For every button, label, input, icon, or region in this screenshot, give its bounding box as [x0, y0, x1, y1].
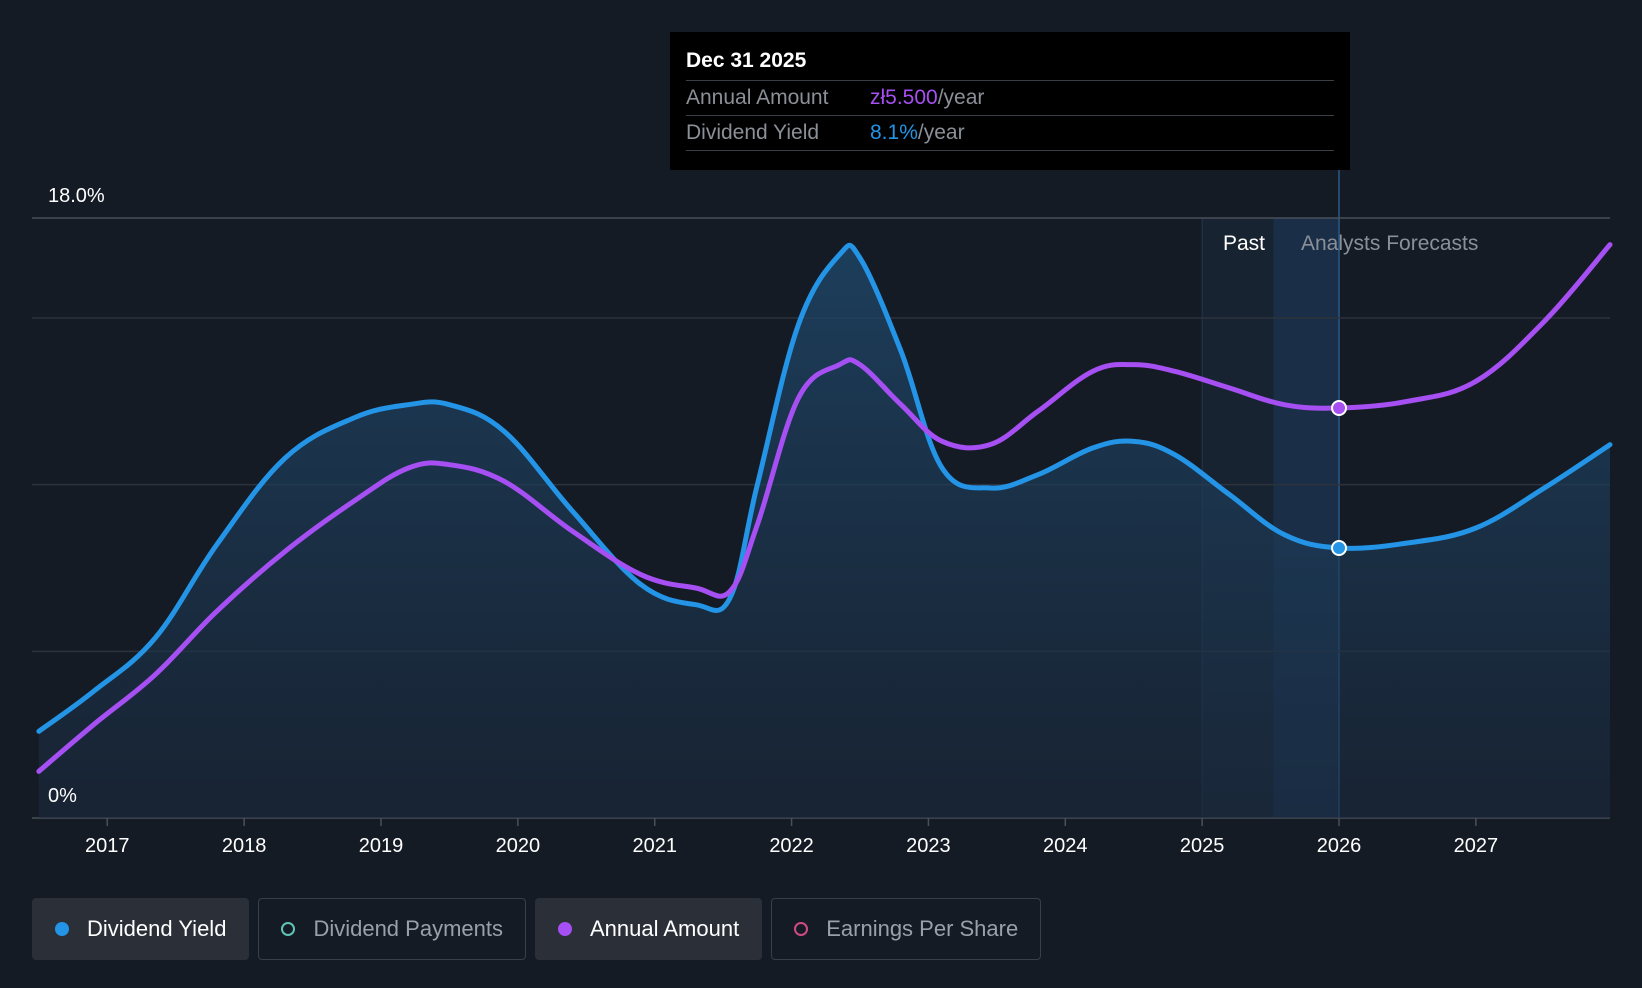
- annual-amount-dot-icon: [557, 922, 572, 936]
- y-axis-max-label: 18.0%: [48, 185, 105, 207]
- tooltip-annual-amount-value: zł5.500: [870, 86, 938, 109]
- dividend-yield-dot-icon: [55, 922, 69, 936]
- x-tick-label: 2022: [769, 835, 814, 857]
- legend-dividend-yield-button[interactable]: Dividend Yield: [32, 898, 250, 960]
- x-tick-label: 2025: [1180, 835, 1225, 857]
- x-tick-label: 2018: [222, 835, 267, 857]
- x-tick-label: 2019: [359, 835, 404, 857]
- tooltip-annual-amount-label: Annual Amount: [686, 86, 829, 109]
- legend-annual-amount-label: Annual Amount: [589, 916, 740, 941]
- tooltip-dividend-yield-label: Dividend Yield: [686, 121, 820, 144]
- chart-legend: Dividend Yield Dividend Payments Annual …: [32, 898, 1042, 960]
- tooltip-date: Dec 31 2025: [686, 46, 1334, 81]
- forecast-region-label: Analysts Forecasts: [1301, 232, 1478, 255]
- x-tick-label: 2021: [632, 835, 677, 857]
- tooltip-dividend-yield-value: 8.1%: [870, 121, 918, 144]
- dividend-yield-area: [38, 245, 1610, 818]
- tooltip-annual-amount-value-group: zł5.500/year: [870, 81, 984, 115]
- legend-earnings-per-share-button[interactable]: Earnings Per Share: [771, 898, 1042, 960]
- legend-dividend-payments-label: Dividend Payments: [313, 916, 503, 941]
- tooltip-annual-amount-unit: /year: [937, 86, 985, 109]
- tooltip-dividend-yield-value-group: 8.1%/year: [870, 116, 965, 150]
- annual-amount-line: [36, 242, 1613, 774]
- x-tick-label: 2027: [1454, 835, 1499, 857]
- earnings-per-share-ring-icon: [794, 922, 809, 936]
- legend-earnings-per-share-label: Earnings Per Share: [826, 916, 1019, 941]
- y-axis-min-label: 0%: [48, 785, 77, 807]
- dividend-payments-ring-icon: [281, 922, 296, 936]
- dividend-yield-highlight-point: [1331, 540, 1348, 556]
- x-tick-label: 2023: [906, 835, 951, 857]
- tooltip-dividend-yield-unit: /year: [917, 121, 965, 144]
- legend-annual-amount-button[interactable]: Annual Amount: [534, 898, 763, 960]
- past-region-label: Past: [1223, 232, 1265, 255]
- tooltip-dividend-yield-row: Dividend Yield 8.1%/year: [686, 116, 1334, 151]
- x-tick-label: 2026: [1317, 835, 1362, 857]
- legend-dividend-payments-button[interactable]: Dividend Payments: [258, 898, 526, 960]
- dividend-yield-line: [36, 242, 1613, 734]
- x-tick-label: 2020: [496, 835, 541, 857]
- chart-tooltip: Dec 31 2025 Annual Amount zł5.500/year D…: [670, 32, 1350, 170]
- annual-amount-highlight-point: [1331, 400, 1348, 416]
- x-tick-label: 2024: [1043, 835, 1088, 857]
- tooltip-annual-amount-row: Annual Amount zł5.500/year: [686, 81, 1334, 116]
- x-tick-label: 2017: [85, 835, 130, 857]
- legend-dividend-yield-label: Dividend Yield: [87, 916, 227, 941]
